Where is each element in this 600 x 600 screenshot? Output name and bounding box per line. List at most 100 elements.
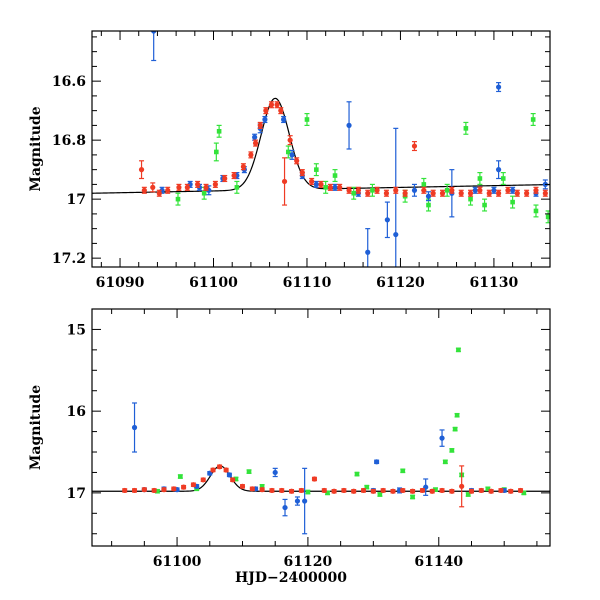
data-point-red bbox=[281, 157, 288, 206]
data-point-green bbox=[510, 195, 516, 209]
y-tick-label: 16 bbox=[67, 404, 86, 420]
x-tick-label: 61100 bbox=[153, 554, 202, 570]
data-point-red bbox=[337, 183, 343, 191]
data-point-red bbox=[327, 183, 333, 191]
data-point-blue bbox=[252, 133, 258, 141]
data-point-red bbox=[383, 189, 390, 197]
data-point-red bbox=[321, 487, 327, 494]
data-point-red bbox=[341, 487, 347, 494]
data-point-red bbox=[141, 186, 147, 194]
data-point-red bbox=[249, 486, 255, 492]
data-point-green bbox=[213, 142, 219, 162]
data-point-green bbox=[477, 172, 483, 185]
data-point-red bbox=[151, 487, 157, 494]
bottom-panel: 61100 61120 61140 15 16 17 Magnitude bbox=[28, 308, 551, 570]
data-point-red bbox=[390, 488, 396, 494]
data-point-blue bbox=[282, 498, 288, 517]
x-tick-label: 61100 bbox=[189, 275, 238, 291]
data-point-blue bbox=[411, 183, 418, 197]
data-point-blue bbox=[495, 82, 502, 93]
x-tick-label: 61120 bbox=[284, 554, 333, 570]
y-tick-label: 16.8 bbox=[52, 133, 86, 149]
data-point-red bbox=[365, 189, 371, 197]
data-point-red bbox=[263, 107, 269, 115]
data-point-blue bbox=[472, 186, 478, 194]
data-point-green bbox=[444, 183, 450, 197]
y-tick-label: 16.6 bbox=[52, 74, 86, 90]
data-point-red bbox=[181, 484, 187, 490]
data-point-green bbox=[530, 112, 536, 127]
data-point-red bbox=[216, 464, 223, 470]
series-green bbox=[175, 112, 550, 224]
data-point-red bbox=[524, 189, 530, 197]
y-tick-label: 17 bbox=[67, 486, 86, 502]
data-point-blue bbox=[289, 149, 295, 160]
data-point-red bbox=[259, 487, 265, 493]
data-point-green bbox=[454, 412, 460, 418]
data-point-green bbox=[442, 459, 448, 465]
data-point-red bbox=[203, 183, 209, 191]
model-curve bbox=[92, 465, 550, 492]
data-point-green bbox=[369, 183, 375, 197]
data-point-red bbox=[230, 477, 236, 483]
data-point-red bbox=[131, 487, 138, 494]
data-point-red bbox=[298, 487, 304, 494]
data-point-green bbox=[351, 186, 357, 200]
data-point-red bbox=[495, 189, 502, 197]
data-point-red bbox=[439, 189, 446, 197]
x-tick-label: 61140 bbox=[414, 554, 463, 570]
data-point-red bbox=[195, 180, 201, 188]
data-point-blue bbox=[281, 115, 287, 124]
data-point-green bbox=[482, 198, 488, 212]
data-point-red bbox=[299, 169, 305, 177]
data-point-red bbox=[458, 189, 464, 197]
data-point-green bbox=[410, 494, 416, 500]
series-red bbox=[138, 101, 548, 206]
data-point-green bbox=[452, 426, 458, 432]
data-point-red bbox=[138, 160, 145, 180]
data-point-green bbox=[304, 112, 310, 127]
data-point-blue bbox=[302, 467, 308, 535]
data-point-red bbox=[287, 135, 293, 146]
data-point-red bbox=[311, 476, 318, 482]
data-point-red bbox=[150, 182, 156, 193]
data-point-red bbox=[449, 488, 455, 494]
data-point-red bbox=[171, 486, 177, 492]
data-point-blue bbox=[131, 402, 138, 453]
data-point-red bbox=[351, 488, 357, 494]
data-point-red bbox=[393, 186, 399, 194]
data-point-red bbox=[268, 101, 275, 109]
data-point-green bbox=[533, 204, 539, 218]
data-point-green bbox=[354, 471, 360, 477]
data-point-red bbox=[176, 183, 182, 191]
data-point-red bbox=[257, 121, 263, 129]
data-point-red bbox=[468, 488, 475, 494]
data-point-blue bbox=[365, 228, 371, 267]
data-point-red bbox=[288, 488, 295, 494]
y-tick-label: 15 bbox=[67, 322, 86, 338]
series-blue bbox=[131, 402, 507, 535]
data-point-red bbox=[421, 186, 427, 194]
data-point-green bbox=[500, 172, 506, 185]
data-point-red bbox=[318, 180, 324, 188]
data-point-red bbox=[419, 487, 426, 494]
data-point-red bbox=[508, 488, 514, 494]
data-point-red bbox=[184, 183, 190, 191]
data-point-red bbox=[449, 186, 455, 194]
data-point-red bbox=[439, 487, 445, 494]
data-point-red bbox=[360, 487, 367, 494]
data-point-red bbox=[161, 487, 167, 493]
data-point-blue bbox=[332, 183, 338, 191]
data-point-red bbox=[212, 180, 218, 188]
data-point-blue bbox=[313, 180, 319, 188]
data-point-red bbox=[309, 177, 315, 185]
data-point-green bbox=[175, 192, 181, 206]
data-point-red bbox=[411, 141, 418, 152]
data-point-red bbox=[278, 107, 284, 115]
data-point-red bbox=[240, 163, 247, 171]
data-point-blue bbox=[393, 127, 399, 267]
data-point-red bbox=[430, 189, 436, 197]
data-point-blue bbox=[384, 201, 390, 239]
y-axis-label: Magnitude bbox=[28, 385, 44, 470]
